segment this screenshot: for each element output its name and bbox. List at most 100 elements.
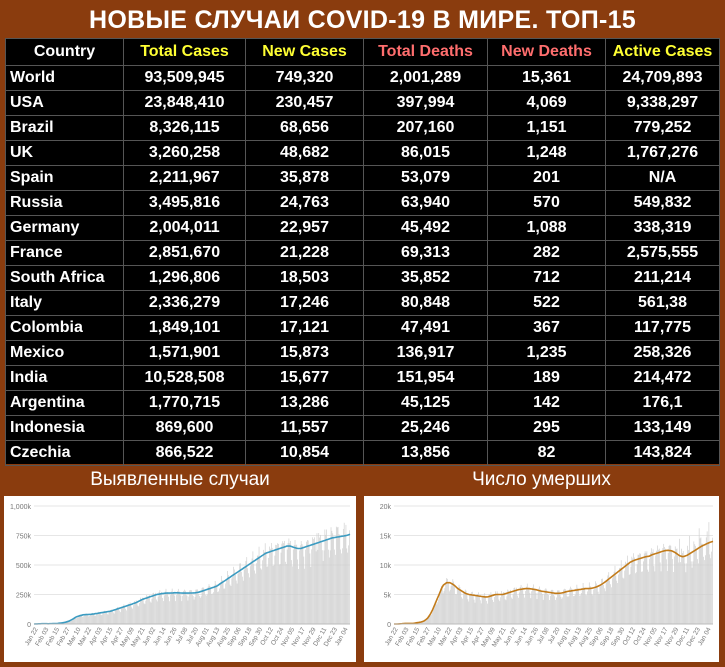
bar bbox=[335, 555, 336, 624]
bar bbox=[635, 573, 636, 624]
cell-new-deaths: 1,088 bbox=[488, 216, 606, 241]
bar bbox=[333, 537, 334, 624]
cell-new-deaths: 82 bbox=[488, 441, 606, 466]
bar bbox=[499, 600, 500, 624]
cell-total-deaths: 45,492 bbox=[364, 216, 488, 241]
bar bbox=[340, 549, 341, 624]
cell-active-cases: 338,319 bbox=[606, 216, 720, 241]
bar bbox=[697, 559, 698, 624]
bar bbox=[710, 558, 711, 624]
bar bbox=[664, 547, 665, 624]
cell-new-cases: 749,320 bbox=[246, 66, 364, 91]
bar bbox=[243, 581, 244, 624]
bar bbox=[116, 609, 117, 624]
bar bbox=[330, 550, 331, 624]
bar bbox=[154, 595, 155, 624]
cases-chart-title: Выявленные случаи bbox=[4, 466, 356, 494]
bar bbox=[626, 563, 627, 624]
bar bbox=[76, 618, 77, 624]
header-total-deaths: Total Deaths bbox=[364, 39, 488, 66]
header-new-deaths: New Deaths bbox=[488, 39, 606, 66]
bar bbox=[637, 564, 638, 624]
cell-new-cases: 24,763 bbox=[246, 191, 364, 216]
bar bbox=[430, 615, 431, 624]
bar bbox=[651, 548, 652, 624]
bar bbox=[346, 525, 347, 624]
bar bbox=[194, 600, 195, 624]
cell-total-cases: 8,326,115 bbox=[124, 116, 246, 141]
bar bbox=[119, 611, 120, 624]
bar bbox=[701, 544, 702, 624]
bar bbox=[290, 541, 291, 624]
bar bbox=[121, 608, 122, 624]
bar bbox=[669, 546, 670, 624]
bar bbox=[614, 572, 615, 624]
bar bbox=[590, 586, 591, 624]
bar bbox=[349, 530, 350, 624]
bar bbox=[245, 567, 246, 624]
bar bbox=[473, 595, 474, 624]
bar bbox=[284, 541, 285, 624]
header-total-cases: Total Cases bbox=[124, 39, 246, 66]
bar bbox=[632, 558, 633, 624]
bar bbox=[198, 594, 199, 624]
header-country: Country bbox=[6, 39, 124, 66]
bar bbox=[504, 592, 505, 624]
bar bbox=[677, 549, 678, 624]
bar bbox=[678, 562, 679, 624]
bar bbox=[109, 611, 110, 624]
bar bbox=[265, 543, 266, 624]
cell-total-cases: 3,260,258 bbox=[124, 141, 246, 166]
bar bbox=[320, 535, 321, 624]
bar bbox=[616, 575, 617, 624]
cell-active-cases: 9,338,297 bbox=[606, 91, 720, 116]
bar bbox=[659, 549, 660, 624]
cell-new-cases: 35,878 bbox=[246, 166, 364, 191]
bar bbox=[318, 550, 319, 624]
bar bbox=[690, 553, 691, 624]
bar bbox=[612, 578, 613, 624]
bar bbox=[283, 543, 284, 624]
bar bbox=[275, 545, 276, 624]
bar bbox=[673, 572, 674, 624]
bar bbox=[167, 592, 168, 624]
bar bbox=[83, 616, 84, 624]
bar bbox=[432, 612, 433, 624]
bar bbox=[600, 586, 601, 624]
bar bbox=[471, 592, 472, 624]
cell-total-deaths: 53,079 bbox=[364, 166, 488, 191]
bar bbox=[613, 574, 614, 624]
bar bbox=[552, 590, 553, 624]
bar bbox=[146, 595, 147, 624]
bar bbox=[448, 582, 449, 624]
bar bbox=[166, 589, 167, 624]
cell-active-cases: 143,824 bbox=[606, 441, 720, 466]
bar bbox=[497, 591, 498, 624]
bar bbox=[327, 540, 328, 624]
bar bbox=[494, 597, 495, 624]
bar bbox=[655, 571, 656, 624]
bar bbox=[604, 588, 605, 624]
bar bbox=[554, 595, 555, 624]
bar bbox=[102, 613, 103, 624]
bar bbox=[153, 593, 154, 624]
bar bbox=[703, 557, 704, 624]
cell-active-cases: 779,252 bbox=[606, 116, 720, 141]
cell-active-cases: N/A bbox=[606, 166, 720, 191]
bar bbox=[209, 584, 210, 624]
y-tick-label: 250k bbox=[16, 593, 32, 600]
bar bbox=[682, 553, 683, 624]
bar bbox=[675, 546, 676, 624]
bar bbox=[125, 609, 126, 624]
bar bbox=[630, 574, 631, 624]
bar bbox=[167, 593, 168, 624]
y-tick-label: 0 bbox=[27, 622, 31, 629]
bar bbox=[189, 590, 190, 624]
bar bbox=[128, 604, 129, 624]
bar bbox=[196, 590, 197, 624]
bar bbox=[569, 589, 570, 624]
